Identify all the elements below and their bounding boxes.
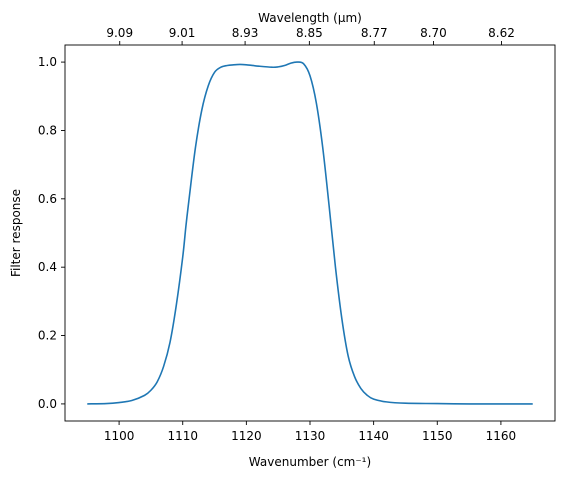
y-axis: 0.0 0.2 0.4 0.6 0.8 1.0 [38, 55, 65, 411]
x-tick-label: 1110 [167, 429, 198, 443]
top-tick-label: 9.09 [106, 26, 133, 40]
top-tick-label: 8.70 [420, 26, 447, 40]
y-tick-label: 1.0 [38, 55, 57, 69]
x-tick-label: 1140 [358, 429, 389, 443]
series-line [87, 61, 533, 405]
y-tick-label: 0.2 [38, 329, 57, 343]
plot-area [65, 45, 555, 421]
top-axis-label: Wavelength (μm) [258, 11, 362, 25]
x-tick-label: 1150 [422, 429, 453, 443]
x-tick-label: 1120 [231, 429, 262, 443]
y-tick-label: 0.0 [38, 397, 57, 411]
x-axis-label: Wavenumber (cm⁻¹) [249, 455, 371, 469]
top-tick-label: 9.01 [169, 26, 196, 40]
x-tick-label: 1100 [104, 429, 135, 443]
top-tick-label: 8.77 [361, 26, 388, 40]
plot-frame [64, 44, 556, 422]
y-axis-label: Filter response [9, 189, 23, 277]
top-tick-label: 8.62 [488, 26, 515, 40]
y-tick-label: 0.6 [38, 192, 57, 206]
top-tick-label: 8.93 [232, 26, 259, 40]
top-tick-label: 8.85 [296, 26, 323, 40]
y-tick-label: 0.4 [38, 260, 57, 274]
top-x-axis: 9.09 9.01 8.93 8.85 8.77 8.70 8.62 [106, 26, 515, 45]
bottom-x-axis: 1100 1110 1120 1130 1140 1150 1160 [104, 421, 516, 443]
x-tick-label: 1130 [295, 429, 326, 443]
y-tick-label: 0.8 [38, 123, 57, 137]
x-tick-label: 1160 [486, 429, 517, 443]
